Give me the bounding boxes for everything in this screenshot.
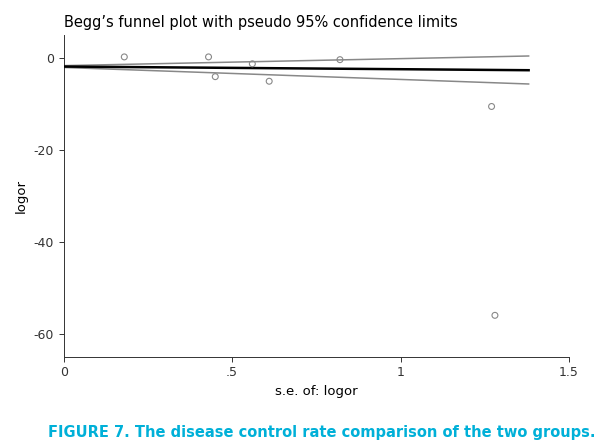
X-axis label: s.e. of: logor: s.e. of: logor (275, 385, 358, 398)
Point (335, 56, 345, 63)
Y-axis label: logor: logor (15, 179, 28, 213)
Text: FIGURE 7. The disease control rate comparison of the two groups.: FIGURE 7. The disease control rate compa… (48, 424, 594, 440)
Point (487, 103, 497, 110)
Point (210, 73, 220, 80)
Text: Begg’s funnel plot with pseudo 95% confidence limits: Begg’s funnel plot with pseudo 95% confi… (64, 15, 457, 30)
Point (204, 53, 213, 60)
Point (264, 78, 274, 85)
Point (248, 60, 257, 67)
Point (119, 53, 129, 60)
Point (490, 312, 500, 319)
